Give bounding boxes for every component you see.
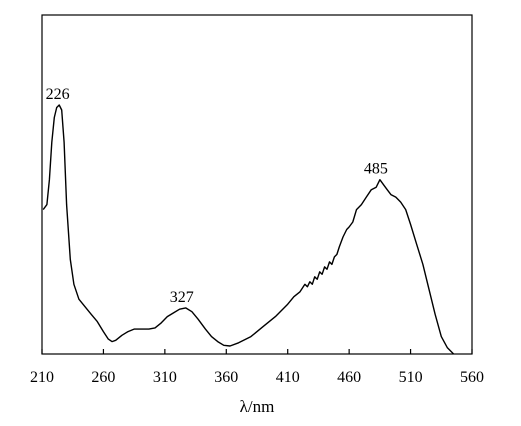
x-axis-tick-labels: 210 260 310 360 410 460 510 560 (30, 369, 484, 386)
x-tick-label: 360 (214, 369, 238, 386)
x-tick-label: 560 (460, 369, 484, 386)
x-axis-ticks (41, 349, 473, 354)
peak-label: 485 (364, 161, 388, 178)
peak-label: 327 (170, 289, 194, 306)
spectrum-line (42, 104, 455, 355)
x-tick-label: 210 (30, 369, 54, 386)
x-tick-label: 310 (153, 369, 177, 386)
x-tick-label: 510 (399, 369, 423, 386)
plot-frame (41, 14, 473, 355)
x-axis-label: λ/nm (240, 397, 275, 416)
x-tick-label: 460 (337, 369, 361, 386)
x-tick-label: 410 (276, 369, 300, 386)
peak-label: 226 (46, 86, 70, 103)
x-tick-label: 260 (91, 369, 115, 386)
peak-annotations: 226 327 485 (46, 86, 388, 306)
